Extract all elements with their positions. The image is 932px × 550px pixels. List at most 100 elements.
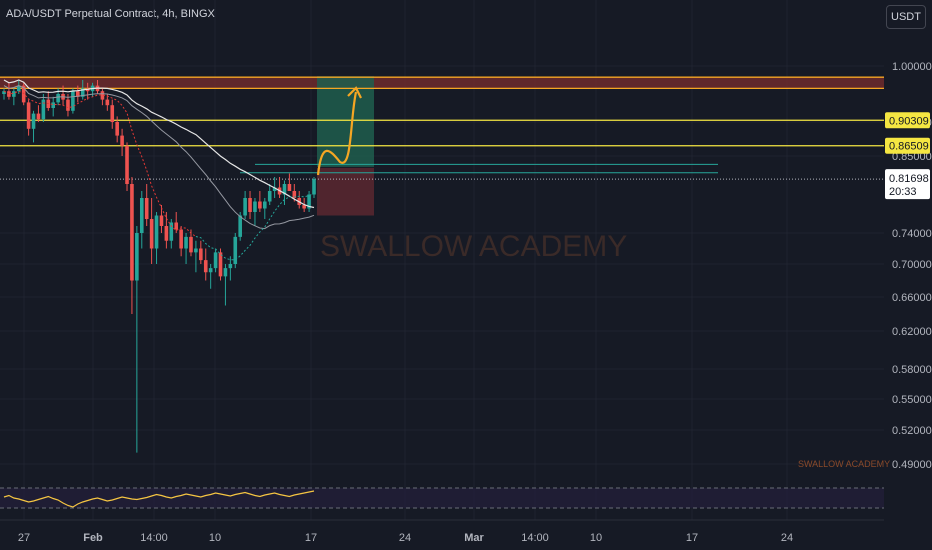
x-tick-label: Feb bbox=[83, 532, 103, 544]
candle-body bbox=[267, 191, 272, 202]
candle-body bbox=[184, 236, 188, 249]
x-tick-label: Mar bbox=[464, 532, 484, 544]
candle-body bbox=[174, 222, 179, 230]
y-tick-label: 0.52000 bbox=[892, 425, 932, 437]
x-tick-label: 14:00 bbox=[521, 532, 549, 544]
stop-zone bbox=[317, 167, 374, 216]
candles bbox=[2, 80, 316, 453]
candle-body bbox=[248, 198, 252, 212]
candle-body bbox=[218, 252, 223, 277]
candle-body bbox=[194, 248, 198, 253]
candle-body bbox=[213, 252, 218, 269]
level-badge-label: 0.86509 bbox=[889, 141, 929, 153]
target-zone bbox=[317, 76, 374, 167]
candle-body bbox=[120, 135, 124, 146]
candle-body bbox=[208, 268, 213, 273]
y-tick-label: 0.55000 bbox=[892, 394, 932, 406]
level-badge-label: 0.90309 bbox=[889, 115, 929, 127]
ma-short-line bbox=[195, 192, 315, 261]
ma-mid-line bbox=[3, 85, 315, 230]
current-price-label: 0.81698 bbox=[889, 173, 929, 185]
candle-body bbox=[262, 201, 267, 209]
resistance-zone bbox=[0, 77, 884, 89]
y-tick-label: 0.66000 bbox=[892, 292, 932, 304]
x-tick-label: 27 bbox=[18, 532, 30, 544]
candle-body bbox=[71, 91, 75, 111]
level-badge bbox=[885, 112, 930, 129]
candle-body bbox=[292, 191, 297, 198]
candle-body bbox=[307, 194, 311, 209]
candle-body bbox=[243, 198, 247, 216]
x-tick-label: 17 bbox=[305, 532, 317, 544]
candle-body bbox=[189, 236, 193, 253]
y-tick-label: 0.74000 bbox=[892, 228, 932, 240]
y-tick-label: 0.62000 bbox=[892, 326, 932, 338]
watermark: SWALLOW ACADEMY bbox=[320, 230, 627, 263]
ma-short-line bbox=[3, 90, 197, 237]
candle-body bbox=[51, 102, 56, 108]
candle-body bbox=[179, 229, 183, 249]
candle-body bbox=[16, 85, 21, 92]
candle-body bbox=[159, 215, 164, 226]
x-tick-label: 17 bbox=[686, 532, 698, 544]
x-tick-label: 10 bbox=[590, 532, 602, 544]
candle-body bbox=[223, 268, 228, 277]
candle-body bbox=[169, 222, 174, 241]
x-tick-label: 10 bbox=[209, 532, 221, 544]
candle-body bbox=[228, 264, 233, 269]
candle-body bbox=[66, 99, 70, 111]
candle-body bbox=[282, 184, 287, 195]
candle-body bbox=[105, 99, 110, 106]
candle-body bbox=[80, 88, 85, 97]
y-tick-label: 0.85000 bbox=[892, 151, 932, 163]
candle-body bbox=[199, 248, 203, 261]
ma-long-line bbox=[3, 79, 315, 209]
candle-body bbox=[139, 198, 144, 233]
projection-arrow bbox=[316, 91, 358, 176]
x-tick-label: 14:00 bbox=[140, 532, 168, 544]
y-tick-label: 1.00000 bbox=[892, 61, 932, 73]
y-axis: 1.000000.900000.850000.740000.700000.660… bbox=[892, 61, 932, 471]
rsi-band bbox=[0, 488, 884, 508]
candle-body bbox=[115, 122, 119, 136]
candle-body bbox=[164, 226, 169, 241]
level-badge bbox=[885, 137, 930, 154]
candle-body bbox=[56, 94, 60, 103]
candle-body bbox=[312, 179, 316, 195]
candle-body bbox=[76, 91, 80, 97]
x-tick-label: 24 bbox=[781, 532, 793, 544]
y-tick-label: 0.58000 bbox=[892, 364, 932, 376]
candle-body bbox=[272, 187, 277, 191]
chart-title: ADA/USDT Perpetual Contract, 4h, BINGX bbox=[6, 8, 215, 20]
y-tick-label: 0.49000 bbox=[892, 459, 932, 471]
candle-body bbox=[36, 113, 41, 120]
candle-body bbox=[135, 233, 139, 281]
candle-body bbox=[302, 205, 306, 209]
candle-body bbox=[41, 99, 46, 120]
candle-body bbox=[154, 215, 159, 249]
candle-body bbox=[253, 201, 257, 212]
candle-body bbox=[149, 219, 154, 249]
y-tick-label: 0.70000 bbox=[892, 259, 932, 271]
arrow-head bbox=[347, 86, 362, 99]
candle-body bbox=[12, 91, 16, 97]
candle-body bbox=[144, 198, 149, 219]
candle-body bbox=[26, 102, 31, 129]
candle-body bbox=[100, 91, 105, 100]
x-tick-label: 24 bbox=[399, 532, 411, 544]
countdown-label: 20:33 bbox=[889, 186, 917, 198]
candle-body bbox=[287, 184, 292, 191]
candle-body bbox=[238, 215, 242, 237]
candle-body bbox=[203, 260, 208, 273]
candle-body bbox=[110, 105, 115, 122]
candle-body bbox=[258, 201, 262, 209]
candle-body bbox=[130, 184, 134, 281]
candle-body bbox=[2, 91, 6, 94]
candle-body bbox=[233, 236, 238, 264]
candle-body bbox=[31, 113, 36, 129]
currency-button[interactable]: USDT bbox=[886, 5, 926, 29]
current-price-badge bbox=[885, 169, 930, 200]
x-axis: 27 Feb 14:00 10 17 24 Mar 14:00 10 17 24 bbox=[18, 532, 793, 544]
watermark-small: SWALLOW ACADEMY bbox=[798, 459, 890, 469]
